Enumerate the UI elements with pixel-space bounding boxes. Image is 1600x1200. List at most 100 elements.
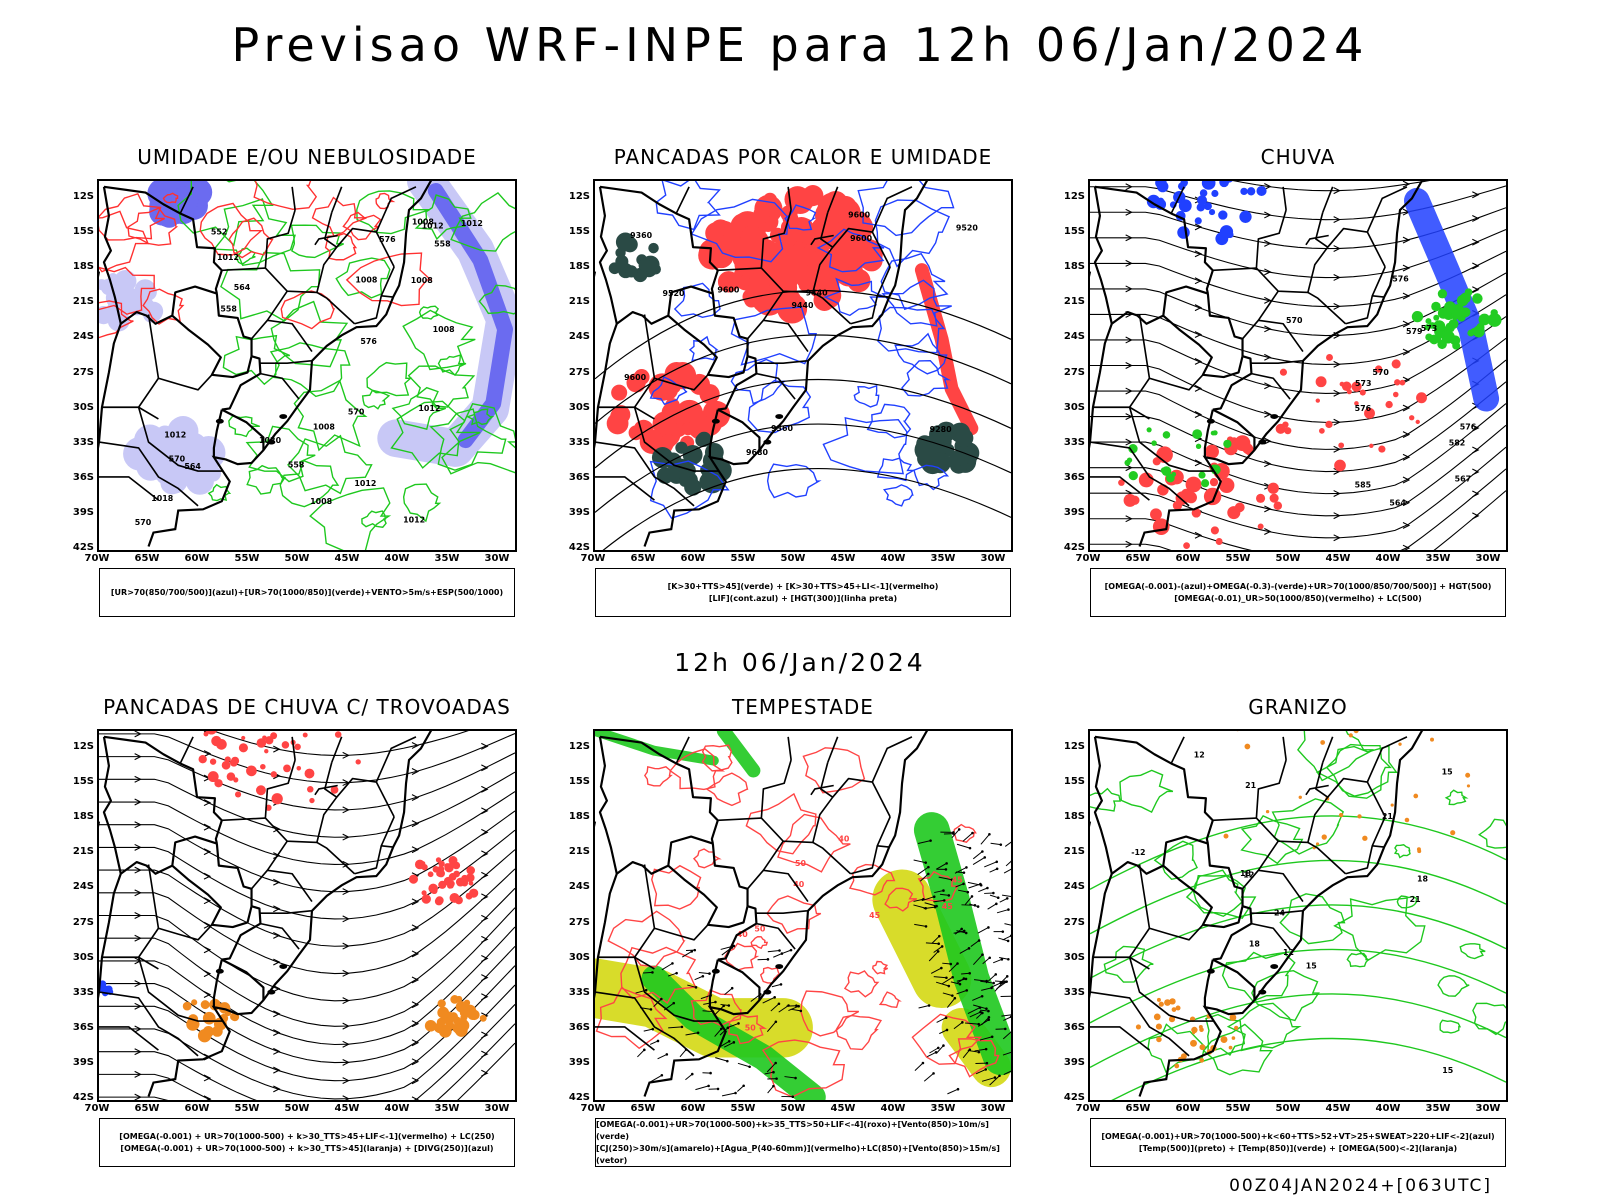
wind-vector: [766, 1021, 777, 1032]
wind-vector-head: [962, 882, 965, 886]
wind-vector: [770, 1003, 780, 1012]
streamline: [99, 810, 515, 893]
political-border: [1212, 817, 1257, 822]
wind-vector-head: [795, 1004, 798, 1008]
streamline: [1232, 181, 1430, 192]
wind-vector-head: [960, 927, 963, 931]
panel-title: UMIDADE E/OU NEBULOSIDADE: [137, 145, 477, 169]
longitude-label: 35W: [930, 553, 956, 564]
thunder-red-north-cell: [304, 768, 315, 779]
longitude-label: 50W: [284, 553, 310, 564]
political-border: [832, 227, 891, 268]
temp850-contours-contour: [1153, 840, 1198, 881]
contour-label: 576: [379, 235, 396, 244]
thunder-red-band-cell: [437, 869, 445, 878]
longitude-label: 40W: [880, 553, 906, 564]
contour-label: 558: [434, 239, 451, 248]
latitude-label: 36S: [72, 472, 94, 484]
contour-label: 576: [360, 337, 377, 346]
wind-vector: [964, 896, 973, 905]
streamline-arrow: [1333, 490, 1341, 497]
wind-vector: [972, 995, 983, 1001]
contour-label: 573: [1355, 379, 1372, 388]
streamline-arrow: [1264, 382, 1272, 390]
wind-vector-head: [787, 1004, 790, 1007]
rh-low-contours-contour: [390, 400, 481, 469]
precip-water-contours-contour: [690, 989, 742, 1027]
wind-vector: [713, 1005, 725, 1016]
streamline-arrow: [134, 912, 142, 919]
instability-red-south-cell: [661, 433, 676, 449]
political-border: [595, 285, 714, 449]
streamline-arrow: [1125, 438, 1133, 446]
streamline-arrow: [342, 1058, 350, 1066]
thickness-contours-contour: [345, 252, 433, 307]
political-border: [810, 784, 834, 796]
contour-label: 50: [745, 1023, 757, 1032]
streamline: [1090, 185, 1506, 221]
wind-vector-head: [643, 1048, 646, 1052]
omega-orange-north-cell: [1417, 849, 1422, 854]
legend-box: [OMEGA(-0.001)+UR>70(1000-500)+k>35_TTS>…: [595, 1118, 1011, 1167]
thunder-red-north-cell: [294, 743, 301, 751]
streamline-arrow: [1472, 191, 1480, 199]
thunder-red-north-cell: [238, 743, 248, 753]
rain-green-south-cell: [1126, 457, 1133, 463]
wind-vector: [917, 840, 931, 844]
instability-red-south-cell: [661, 401, 685, 425]
humidity-south-cell: [185, 466, 214, 495]
temp850-contours-contour: [1103, 945, 1154, 983]
wind-vector: [773, 953, 783, 958]
rain-green-south-cell: [1162, 431, 1171, 439]
lifted-index-contours-contour: [857, 181, 955, 237]
streamline-arrow: [1264, 528, 1272, 535]
wind-vector: [913, 898, 924, 902]
political-border: [215, 843, 253, 907]
panel-title: TEMPESTADE: [732, 695, 874, 719]
political-border: [99, 441, 199, 507]
wind-vector: [767, 1085, 774, 1094]
latitude-label: 27S: [568, 366, 590, 378]
wind-vector-head: [979, 882, 982, 886]
political-border: [1092, 956, 1150, 970]
latitude-label: 18S: [568, 810, 590, 822]
omega-green-cell: [1448, 319, 1459, 329]
wind-vector: [1004, 923, 1011, 926]
wind-vector: [951, 829, 960, 839]
political-border: [595, 1026, 655, 1051]
longitude-label: 55W: [730, 1103, 756, 1114]
wind-vector-head: [772, 1070, 775, 1074]
wind-vector: [719, 1040, 730, 1048]
streamline-arrow: [1125, 540, 1133, 548]
streamline: [99, 1042, 515, 1100]
streamline-arrow: [134, 866, 142, 874]
streamline-arrow: [1333, 534, 1341, 542]
longitude-label: 70W: [580, 553, 606, 564]
political-border: [599, 735, 719, 844]
wind-vector: [991, 982, 1001, 988]
contour-label: 15: [1306, 962, 1317, 971]
map-frame: 9600 9600 9680 9600 9600 9520 9520 9440 9440 9360…: [593, 179, 1013, 552]
streamline: [99, 771, 515, 838]
thunder-red-band-cell: [448, 880, 455, 888]
legend-box: [UR>70(850/700/500)](azul)+[UR>70(1000/8…: [99, 568, 515, 617]
wind-vector: [975, 1012, 983, 1019]
contour-label: 45: [942, 902, 953, 911]
lake: [267, 989, 276, 995]
political-border: [760, 759, 834, 844]
latitude-label: 39S: [1063, 1057, 1085, 1069]
omega-orange-cell: [1231, 1036, 1236, 1040]
rain-red-center-cell: [1394, 379, 1401, 386]
thunder-red-north-cell: [246, 765, 257, 777]
political-border: [850, 845, 879, 875]
contour-label: 21: [1245, 781, 1256, 790]
instability-dark-west-cell: [638, 258, 652, 272]
wind-vector-head: [672, 1001, 676, 1005]
omega-orange-north-cell: [1244, 743, 1251, 750]
latitude-label: 27S: [1063, 366, 1085, 378]
map-canvas: [99, 731, 515, 1100]
streamline-arrow: [1333, 216, 1341, 224]
longitude-label: 70W: [580, 1103, 606, 1114]
instability-red-cell: [710, 223, 726, 239]
temp850-contours-contour: [1478, 818, 1506, 849]
